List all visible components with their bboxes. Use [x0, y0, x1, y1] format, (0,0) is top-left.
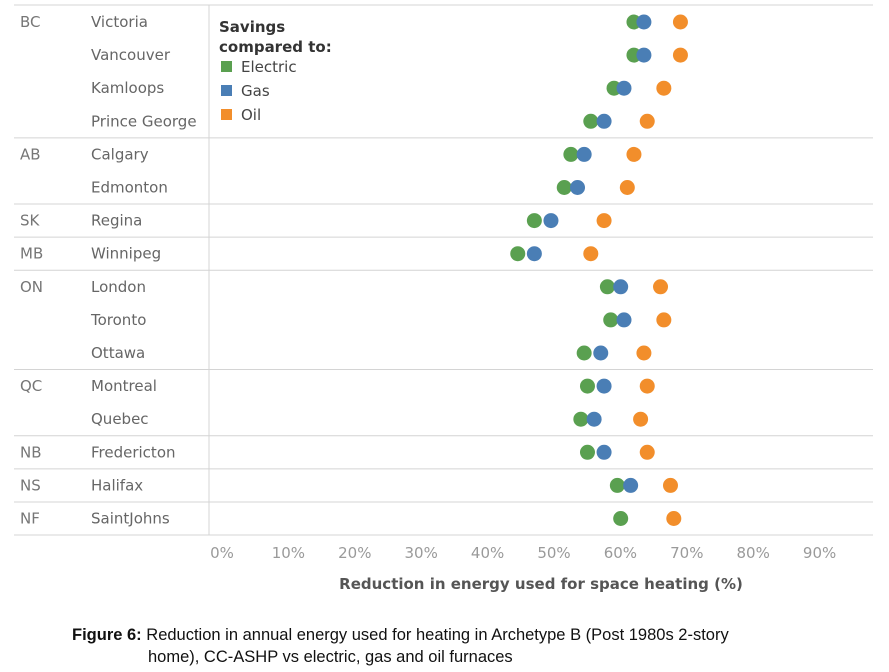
data-point-oil: [596, 213, 612, 229]
city-label: Vancouver: [91, 46, 171, 64]
data-point-oil: [633, 411, 649, 427]
x-tick-label: 0%: [210, 544, 234, 562]
x-axis-ticks: 0% 10% 20% 30% 40% 50% 60% 70% 80% 90%: [210, 544, 836, 562]
data-point-gas: [596, 378, 612, 394]
x-tick-label: 30%: [405, 544, 438, 562]
data-point-gas: [526, 246, 542, 262]
data-point-gas: [613, 279, 629, 295]
data-point-electric: [583, 113, 599, 129]
province-label: MB: [20, 245, 43, 263]
city-label: Quebec: [91, 410, 149, 428]
legend: Savings compared to: Electric Gas Oil: [219, 18, 332, 124]
city-label: Winnipeg: [91, 245, 161, 263]
chart: BC Victoria Vancouver Kamloops Prince George…: [14, 4, 873, 593]
figure-caption: Figure 6: Reduction in annual energy use…: [72, 624, 872, 668]
data-point-gas: [616, 312, 632, 328]
data-point-oil: [672, 47, 688, 63]
province-label: NS: [20, 476, 41, 494]
data-point-gas: [616, 80, 632, 96]
city-label: Fredericton: [91, 443, 176, 461]
data-point-gas: [570, 180, 586, 195]
x-tick-label: 50%: [537, 544, 570, 562]
data-point-electric: [573, 411, 589, 427]
legend-entry: Oil: [241, 106, 261, 124]
city-label: Kamloops: [91, 79, 164, 97]
city-label: Montreal: [91, 377, 157, 395]
data-point-oil: [662, 477, 678, 493]
data-point-oil: [656, 312, 672, 328]
data-point-gas: [636, 14, 652, 30]
data-point-gas: [596, 113, 612, 129]
data-point-gas: [636, 47, 652, 63]
data-point-electric: [563, 146, 579, 162]
data-point-electric: [579, 444, 595, 460]
x-tick-label: 60%: [604, 544, 637, 562]
data-point-oil: [666, 511, 682, 526]
row-labels-and-separators: BC Victoria Vancouver Kamloops Prince George…: [14, 4, 873, 536]
data-point-gas: [596, 444, 612, 460]
data-point-oil: [639, 444, 655, 460]
city-label: Toronto: [90, 311, 146, 329]
x-tick-label: 20%: [338, 544, 371, 562]
city-label: Halifax: [91, 476, 143, 494]
legend-swatch: [221, 85, 232, 96]
data-point-electric: [579, 378, 595, 394]
city-label: Edmonton: [91, 179, 168, 197]
data-point-electric: [599, 279, 615, 295]
province-label: NF: [20, 510, 40, 528]
data-point-oil: [653, 279, 669, 295]
data-point-gas: [623, 477, 639, 493]
caption-line-2: home), CC-ASHP vs electric, gas and oil …: [148, 648, 513, 666]
data-point-electric: [526, 213, 542, 229]
data-point-oil: [583, 246, 599, 262]
city-label: Ottawa: [91, 344, 145, 362]
data-point-gas: [576, 146, 592, 162]
x-tick-label: 10%: [272, 544, 305, 562]
city-label: London: [91, 278, 146, 296]
province-label: BC: [20, 13, 41, 31]
x-axis-label: Reduction in energy used for space heati…: [339, 575, 743, 593]
caption-line-1: Reduction in annual energy used for heat…: [146, 626, 729, 644]
data-point-gas: [586, 411, 602, 427]
data-points: [510, 14, 688, 526]
province-label: QC: [20, 377, 42, 395]
legend-swatch: [221, 109, 232, 120]
province-label: ON: [20, 278, 43, 296]
data-point-oil: [672, 14, 688, 30]
x-tick-label: 70%: [670, 544, 703, 562]
x-tick-label: 80%: [737, 544, 770, 562]
legend-entry: Gas: [241, 82, 270, 100]
city-label: Prince George: [91, 112, 197, 130]
legend-entry: Electric: [241, 58, 297, 76]
province-label: AB: [20, 145, 41, 163]
x-tick-label: 40%: [471, 544, 504, 562]
city-label: Regina: [91, 212, 142, 230]
city-label: SaintJohns: [91, 510, 170, 528]
data-point-oil: [656, 80, 672, 96]
data-point-gas: [543, 213, 559, 229]
data-point-gas: [593, 345, 609, 361]
caption-label: Figure 6:: [72, 626, 142, 644]
data-point-oil: [639, 378, 655, 394]
data-point-oil: [639, 113, 655, 129]
data-point-oil: [619, 180, 635, 195]
data-point-electric: [510, 246, 526, 262]
data-point-electric: [576, 345, 592, 361]
data-point-oil: [636, 345, 652, 361]
data-point-oil: [626, 146, 642, 162]
data-point-electric: [556, 180, 572, 195]
city-label: Calgary: [91, 145, 149, 163]
legend-title: compared to:: [219, 38, 332, 56]
legend-title: Savings: [219, 18, 285, 36]
data-point-electric: [613, 511, 629, 526]
province-label: SK: [20, 212, 41, 230]
x-tick-label: 90%: [803, 544, 836, 562]
city-label: Victoria: [91, 13, 148, 31]
data-point-electric: [603, 312, 619, 328]
data-point-electric: [609, 477, 625, 493]
legend-swatch: [221, 61, 232, 72]
province-label: NB: [20, 443, 42, 461]
